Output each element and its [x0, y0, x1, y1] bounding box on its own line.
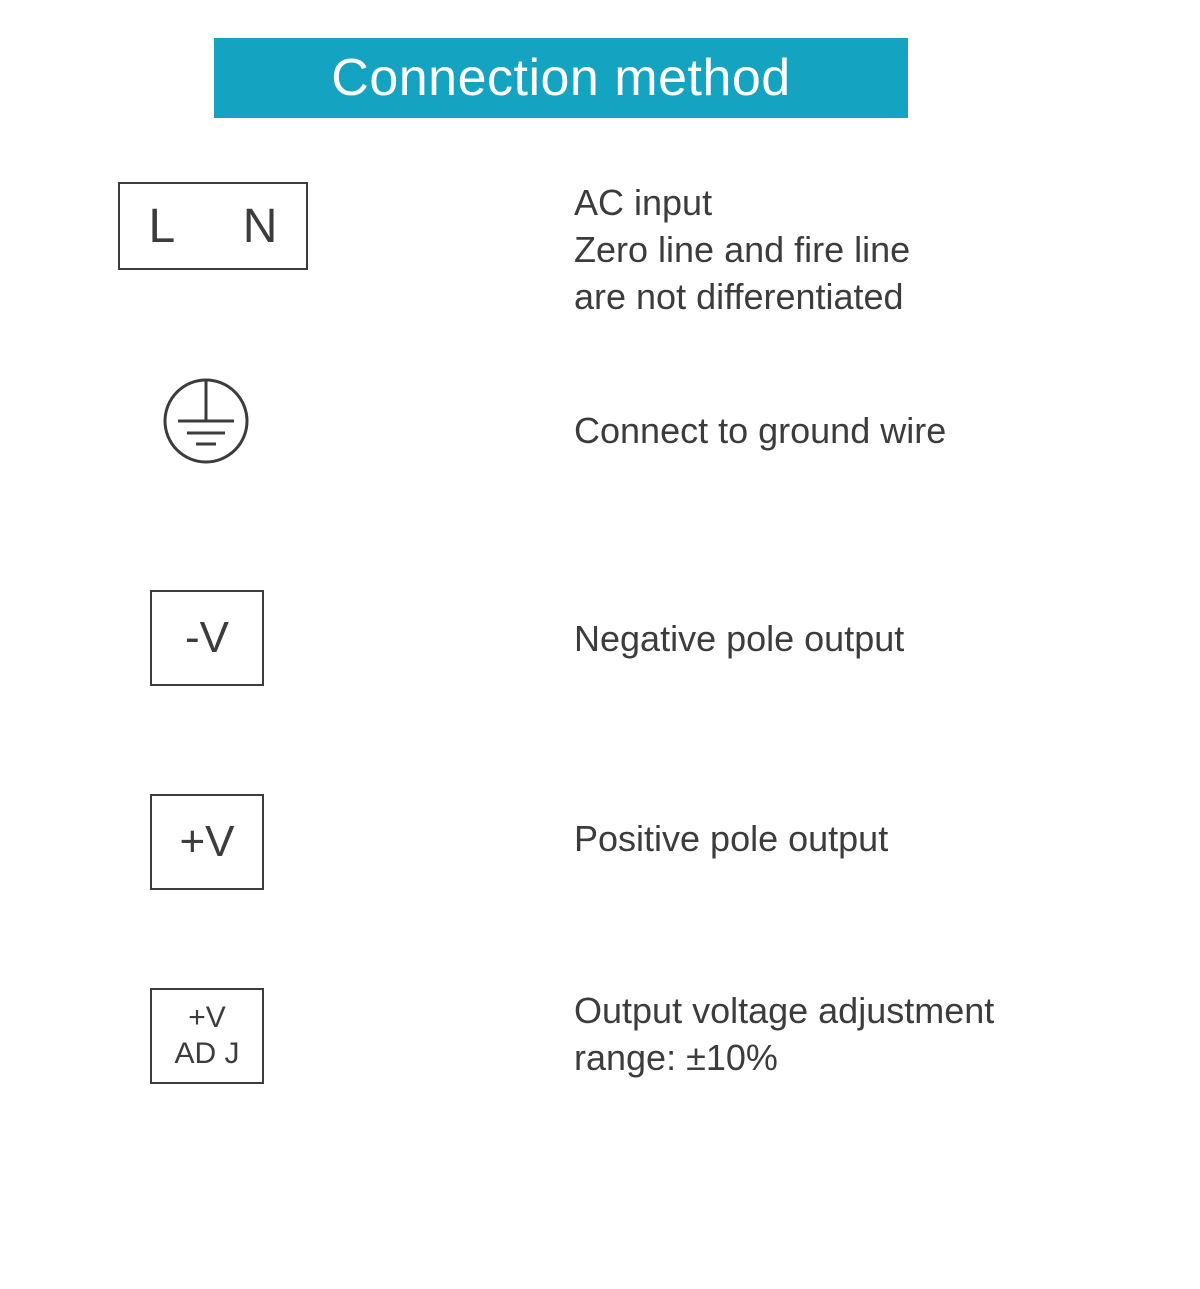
ground-icon — [163, 378, 249, 464]
positive-terminal-box: +V — [150, 794, 264, 890]
ground-description: Connect to ground wire — [574, 408, 946, 455]
header-title: Connection method — [331, 48, 790, 108]
adjustment-description: Output voltage adjustmentrange: ±10% — [574, 988, 994, 1082]
adjustment-terminal-box: +V AD J — [150, 988, 264, 1084]
adjustment-label-line2: AD J — [174, 1036, 239, 1072]
adjustment-label-line1: +V — [188, 1000, 226, 1036]
negative-terminal-box: -V — [150, 590, 264, 686]
positive-label: +V — [179, 817, 234, 867]
header-banner: Connection method — [214, 38, 908, 118]
ln-label: L N — [149, 199, 306, 254]
positive-description: Positive pole output — [574, 816, 888, 863]
ln-description: AC inputZero line and fire lineare not d… — [574, 180, 910, 320]
negative-description: Negative pole output — [574, 616, 904, 663]
ln-terminal-box: L N — [118, 182, 308, 270]
negative-label: -V — [185, 613, 229, 663]
